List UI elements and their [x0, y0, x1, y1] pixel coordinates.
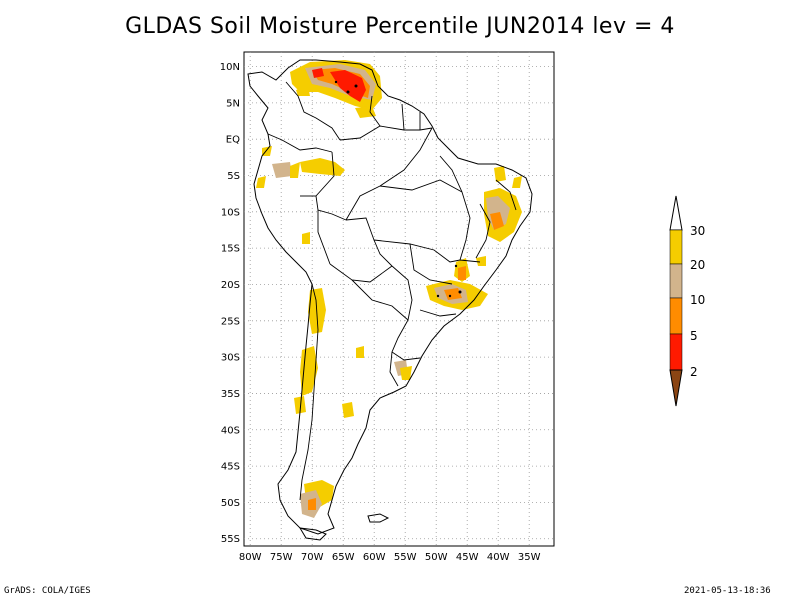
lat-tick-label: 25S	[221, 316, 240, 327]
patch-yellow-peru-coast	[256, 176, 266, 188]
border-brazil-states-2	[379, 179, 463, 193]
lat-tick-label: 20S	[221, 280, 240, 291]
lat-tick-label: 50S	[221, 498, 240, 509]
border-argentina-paraguay	[351, 279, 409, 321]
map-title: GLDAS Soil Moisture Percentile JUN2014 l…	[125, 14, 675, 39]
legend-label-2: 2	[690, 365, 698, 379]
latitude-labels: 10N 5N EQ 5S 10S 15S 20S 25S 30S 35S 40S 45S 50S 55S	[220, 62, 240, 545]
lat-tick-label: 15S	[221, 244, 240, 255]
footer-credit: GrADS: COLA/IGES	[4, 586, 91, 596]
border-brazil-states-7	[419, 309, 457, 317]
patch-red-venezuela	[330, 70, 366, 102]
lon-tick-label: 60W	[363, 552, 386, 563]
legend-swatch-20-30	[669, 229, 683, 265]
percentile-patches	[256, 60, 522, 518]
patch-yellow-ne-brazil-3	[512, 176, 522, 188]
border-brazil-north	[339, 125, 433, 141]
lon-tick-label: 35W	[518, 552, 541, 563]
country-borders	[267, 81, 517, 501]
lon-tick-label: 70W	[301, 552, 324, 563]
lat-tick-label: 10S	[221, 207, 240, 218]
lat-tick-label: 5S	[227, 171, 240, 182]
patch-yellow-se-brazil-3	[476, 256, 486, 266]
lon-tick-label: 50W	[425, 552, 448, 563]
legend-label-10: 10	[690, 293, 705, 307]
patch-yellow-peru-south	[302, 232, 310, 244]
legend-label-5: 5	[690, 329, 698, 343]
patch-orange-se-brazil-1	[458, 266, 466, 280]
lon-tick-label: 40W	[487, 552, 510, 563]
lat-tick-label: EQ	[226, 135, 240, 146]
footer-timestamp: 2021-05-13-18:36	[684, 586, 771, 596]
longitude-labels: 80W 75W 70W 65W 60W 55W 50W 45W 40W 35W	[239, 552, 541, 563]
border-brazil-amazon	[345, 127, 433, 221]
lat-tick-label: 35S	[221, 389, 240, 400]
border-brazil-states-1	[439, 155, 471, 261]
coastline	[247, 59, 533, 541]
lon-tick-label: 75W	[270, 552, 293, 563]
color-legend: 30 20 10 5 2	[669, 195, 705, 407]
border-brazil-states-6	[475, 203, 491, 259]
border-colombia-venezuela	[285, 81, 341, 141]
patch-yellow-ne-brazil-1	[494, 166, 506, 182]
lat-tick-label: 40S	[221, 425, 240, 436]
patch-yellow-argentina-1	[356, 346, 364, 358]
tierra-del-fuego	[299, 527, 327, 541]
border-peru-bolivia	[317, 210, 331, 265]
lon-tick-label: 45W	[456, 552, 479, 563]
patch-yellow-nw-venezuela	[296, 86, 310, 96]
patch-tan-peru-north	[272, 162, 292, 178]
patch-yellow-uruguay	[400, 366, 412, 380]
lon-tick-label: 55W	[394, 552, 417, 563]
lat-tick-label: 10N	[220, 62, 240, 73]
patch-yellow-argentina-2	[342, 402, 354, 418]
lat-tick-label: 30S	[221, 353, 240, 364]
patch-orange-patagonia	[308, 498, 316, 510]
lat-tick-label: 45S	[221, 462, 240, 473]
south-america-outline	[247, 59, 533, 535]
patch-orange-ne-brazil	[490, 212, 504, 230]
lat-tick-label: 5N	[226, 98, 240, 109]
border-paraguay-brazil	[391, 265, 413, 321]
legend-arrow-top	[669, 195, 683, 231]
legend-arrow-bottom	[669, 369, 683, 407]
border-brazil-states-3	[373, 239, 481, 263]
legend-label-30: 30	[690, 224, 705, 238]
border-venezuela-guyana	[369, 95, 381, 127]
border-chile-argentina	[299, 283, 319, 501]
legend-swatch-5-10	[669, 297, 683, 335]
lon-tick-label: 65W	[332, 552, 355, 563]
border-peru-brazil	[315, 151, 347, 221]
patch-orange-se-brazil-2	[444, 288, 462, 300]
border-brazil-states-4	[409, 243, 453, 285]
missing-data-dots	[334, 80, 462, 298]
legend-label-20: 20	[690, 258, 705, 272]
legend-swatch-2-5	[669, 333, 683, 371]
lat-tick-label: 55S	[221, 534, 240, 545]
border-colombia-ecuador-peru	[267, 133, 333, 153]
border-guyana-suriname	[401, 103, 405, 131]
legend-swatch-10-20	[669, 263, 683, 299]
plot-frame	[243, 51, 555, 547]
border-argentina-uruguay	[389, 351, 399, 387]
falklands	[367, 513, 390, 523]
patch-yellow-peru-north	[290, 162, 300, 178]
patch-yellow-chile-south	[294, 396, 306, 414]
lon-tick-label: 80W	[239, 552, 262, 563]
patch-red-venezuela-2	[312, 68, 324, 78]
border-brazil-states-5	[495, 179, 517, 211]
border-bolivia-paraguay	[329, 263, 393, 283]
